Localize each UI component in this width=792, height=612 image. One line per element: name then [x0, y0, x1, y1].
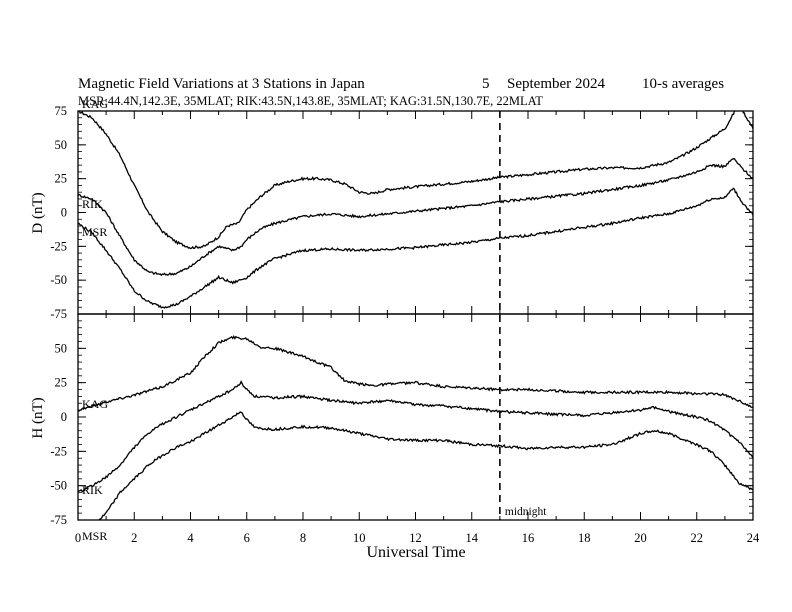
- h-panel-ylabel: H (nT): [30, 397, 46, 438]
- series-line-msr: [78, 187, 753, 309]
- y-tick-label: -50: [50, 273, 67, 287]
- series-label-msr: MSR: [82, 225, 107, 239]
- y-tick-label: -75: [50, 307, 67, 321]
- panel-frame: [77, 313, 754, 521]
- x-axis-label: Universal Time: [366, 544, 465, 561]
- series-line-rik: [78, 158, 753, 277]
- stations-line: MSR:44.4N,142.3E, 35MLAT; RIK:43.5N,143.…: [78, 94, 543, 108]
- x-tick-label: 12: [409, 531, 422, 545]
- series-label-rik: RIK: [82, 197, 103, 211]
- date-month: September: [507, 76, 571, 92]
- date-year: 2024: [575, 76, 606, 92]
- x-tick-label: 18: [578, 531, 591, 545]
- date-day: 5: [482, 76, 490, 92]
- x-tick-label: 24: [747, 531, 760, 545]
- d-panel-ylabel: D (nT): [30, 192, 46, 233]
- y-tick-label: -25: [50, 444, 67, 458]
- series-line-kag: [78, 111, 753, 250]
- y-tick-label: 25: [55, 172, 68, 186]
- y-tick-label: 50: [55, 341, 68, 355]
- x-tick-label: 20: [634, 531, 647, 545]
- panel-frame: [77, 110, 754, 315]
- x-tick-label: 2: [131, 531, 137, 545]
- x-tick-label: 8: [300, 531, 306, 545]
- midnight-label: midnight: [505, 506, 547, 518]
- averaging-label: 10-s averages: [642, 76, 724, 92]
- x-tick-label: 10: [353, 531, 366, 545]
- y-tick-label: -75: [50, 513, 67, 527]
- chart-header: Magnetic Field Variations at 3 Stations …: [78, 76, 724, 108]
- series-label-kag: KAG: [82, 397, 108, 411]
- y-tick-label: 25: [55, 376, 68, 390]
- series-line-rik: [78, 380, 753, 493]
- series-line-msr: [98, 411, 753, 520]
- d-component-panel: 75 50 25 0 -25 -50 -75 KAG RIK MSR: [50, 97, 754, 321]
- x-tick-label: 14: [466, 531, 479, 545]
- x-tick-label: 6: [244, 531, 250, 545]
- series-label-msr: MSR: [82, 529, 107, 543]
- x-tick-label: 22: [691, 531, 704, 545]
- y-tick-label: 0: [61, 206, 67, 220]
- series-label-rik: RIK: [82, 483, 103, 497]
- x-tick-label: 0: [75, 531, 81, 545]
- y-tick-label: -25: [50, 239, 67, 253]
- series-label-kag: KAG: [82, 97, 108, 111]
- chart-title: Magnetic Field Variations at 3 Stations …: [78, 76, 365, 92]
- series-line-kag: [78, 335, 753, 412]
- y-tick-label: -50: [50, 479, 67, 493]
- y-tick-label: 75: [55, 104, 68, 118]
- x-tick-label: 4: [187, 531, 194, 545]
- y-tick-label: 50: [55, 138, 68, 152]
- x-tick-label: 16: [522, 531, 535, 545]
- y-tick-label: 0: [61, 410, 67, 424]
- axis-labels: D (nT) H (nT) Universal Time: [30, 192, 466, 561]
